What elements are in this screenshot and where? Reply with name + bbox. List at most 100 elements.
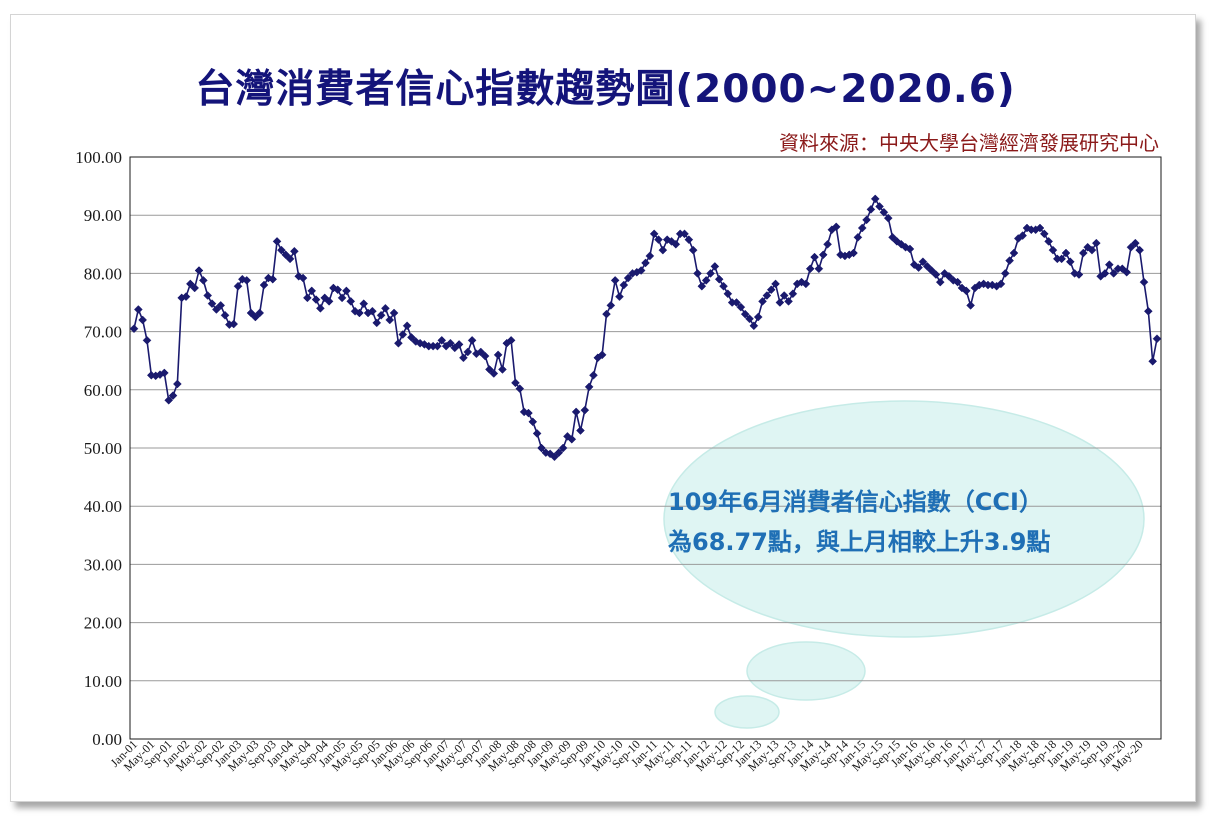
data-point — [749, 321, 759, 331]
data-point — [1104, 260, 1114, 270]
data-point — [1130, 238, 1140, 248]
data-point — [259, 280, 269, 290]
callout-bubble-group — [663, 400, 1145, 729]
y-tick-label: 30.00 — [84, 555, 122, 574]
chart-frame — [10, 14, 1196, 802]
data-point — [181, 292, 191, 302]
data-point — [1100, 269, 1110, 278]
data-point — [779, 291, 789, 300]
y-tick-label: 40.00 — [84, 497, 122, 516]
data-point — [515, 384, 525, 393]
y-tick-label: 0.00 — [92, 730, 122, 749]
data-point — [489, 369, 499, 378]
data-point — [303, 293, 312, 303]
data-point — [1078, 248, 1088, 258]
data-point — [463, 347, 473, 357]
data-point — [758, 296, 767, 306]
data-point — [1044, 237, 1053, 246]
data-point — [346, 296, 356, 306]
data-point — [875, 202, 884, 211]
data-point — [732, 298, 741, 307]
data-point — [866, 205, 876, 214]
data-point — [870, 194, 880, 204]
data-point — [1035, 223, 1045, 233]
y-tick-label: 60.00 — [84, 381, 122, 400]
data-point — [853, 232, 863, 242]
chart-title: 台灣消費者信心指數趨勢圖(2000~2020.6) — [195, 67, 1016, 112]
data-point — [810, 252, 819, 262]
data-point — [766, 285, 776, 295]
data-point — [862, 215, 871, 225]
data-point — [584, 382, 594, 392]
data-point — [394, 338, 403, 348]
callout-line-1: 109年6月消費者信心指數（CCI） — [668, 488, 1043, 516]
data-point — [381, 303, 390, 313]
data-point — [658, 245, 668, 255]
data-point — [1000, 269, 1010, 278]
data-point — [1074, 270, 1084, 279]
data-point — [745, 314, 754, 324]
data-point — [688, 245, 698, 255]
data-point — [1009, 248, 1019, 258]
y-axis-labels: 0.00 10.00 20.00 30.00 40.00 50.00 60.00 70.00 8… — [75, 148, 122, 749]
data-point — [1065, 257, 1075, 267]
data-point — [1122, 267, 1132, 277]
data-point — [623, 273, 633, 283]
data-point — [706, 269, 715, 278]
data-point — [944, 271, 954, 281]
data-point — [1148, 356, 1158, 366]
data-point — [216, 301, 226, 310]
data-point — [818, 250, 828, 260]
cci-series — [129, 194, 1162, 462]
data-point — [316, 303, 325, 313]
data-point — [372, 318, 382, 328]
data-point — [511, 378, 520, 388]
data-point — [532, 429, 542, 438]
data-point — [597, 350, 607, 360]
data-point — [1048, 245, 1058, 255]
data-point — [641, 258, 650, 268]
data-point — [701, 276, 711, 285]
data-point — [680, 229, 689, 239]
data-point — [849, 248, 858, 258]
data-point — [567, 434, 577, 444]
data-point — [710, 262, 720, 271]
data-point — [454, 340, 464, 349]
data-point — [459, 353, 468, 363]
data-point — [506, 335, 516, 345]
data-point — [918, 257, 928, 267]
data-point — [298, 273, 308, 283]
data-point — [537, 443, 546, 453]
data-point — [610, 276, 620, 285]
data-point — [1061, 248, 1071, 258]
data-point — [207, 299, 217, 309]
data-point — [246, 308, 256, 318]
data-point — [337, 293, 347, 303]
gridlines — [130, 156, 1161, 740]
data-point — [671, 239, 681, 249]
data-point — [268, 274, 278, 284]
data-point — [996, 279, 1006, 289]
data-point — [402, 321, 412, 331]
data-point — [281, 250, 291, 260]
data-point — [1087, 245, 1097, 255]
data-point — [606, 301, 616, 310]
data-point — [857, 223, 867, 233]
y-tick-label: 80.00 — [84, 264, 122, 283]
data-point — [823, 239, 832, 249]
data-point — [801, 279, 811, 289]
data-point — [636, 266, 646, 275]
data-point — [164, 395, 174, 405]
data-point — [805, 264, 815, 274]
data-point — [194, 266, 204, 275]
data-point — [771, 279, 780, 289]
data-point — [723, 289, 733, 299]
data-point — [129, 324, 139, 334]
data-point — [1109, 269, 1119, 278]
data-point — [389, 308, 399, 318]
data-point — [242, 276, 252, 285]
data-point — [398, 330, 408, 339]
y-tick-label: 20.00 — [84, 614, 122, 633]
data-point — [927, 266, 936, 275]
data-point — [914, 263, 923, 272]
